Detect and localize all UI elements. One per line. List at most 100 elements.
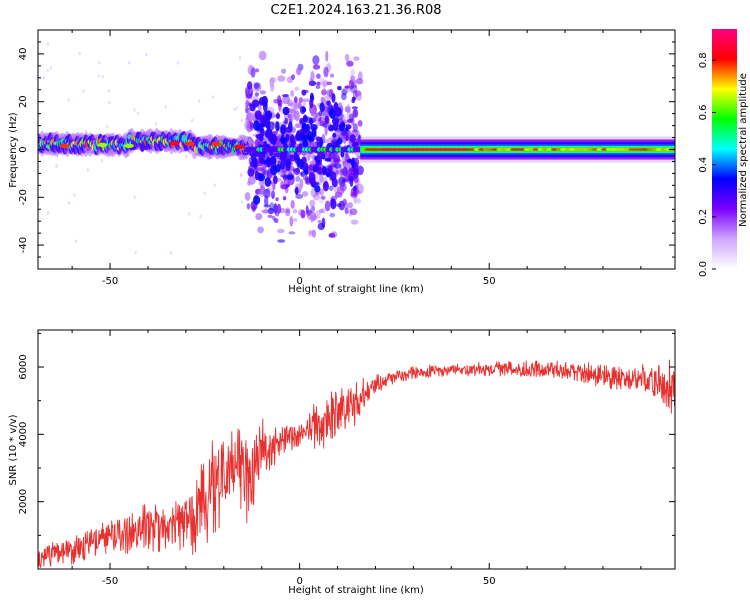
spectrogram-cell [316,81,321,86]
spectrogram-cell [350,68,355,77]
spectrogram-cell [319,188,325,196]
spectrogram-cell [346,60,354,67]
spectrogram-cell [264,208,268,214]
spectrogram-cell [58,133,62,138]
spectrogram-cell [328,124,335,132]
spectrogram-cell [275,113,281,119]
spectrogram-cell [240,118,244,123]
colorbar-tick-label: 0.2 [698,209,709,225]
spectrogram-cell [331,117,340,125]
spectrogram-cell [238,55,242,60]
spectrogram-cell [302,191,309,197]
spectrogram-cell [305,205,309,215]
spectrogram-cell [280,124,286,135]
spectrogram-cell [285,207,291,214]
spectrogram-cell [257,226,264,234]
spectrogram-cell [317,222,325,231]
spectrogram-cell [203,191,206,196]
spectrogram-cell [108,100,111,105]
spectrogram-cell [335,170,340,176]
spectrogram-cell [323,139,330,144]
spectrogram-cell [269,156,277,167]
spectrogram-cell [267,214,273,218]
spectrogram-cell [198,144,201,148]
snr-x-tick-label: 0 [296,576,302,587]
colorbar-gradient [712,29,737,269]
spectrogram-cell [263,168,268,176]
spectrogram-cell [273,152,282,157]
spectrogram-cell [92,140,95,144]
spectrogram-cell [290,90,294,97]
spectrogram-cell [247,127,251,133]
spectrogram-cell [296,67,302,76]
spectrogram-cell [240,173,243,178]
spectrogram-cell [259,90,266,95]
spectrogram-cell [345,135,349,142]
spectrogram-cell [353,185,357,191]
spectrogram-cell [322,82,327,93]
spectrogram-cell [310,214,318,221]
spectrogram-cell [328,233,336,238]
colorbar-tick-label: 0.0 [698,261,709,277]
spectrogram-cell [302,129,310,135]
spectrogram-cell [258,50,267,61]
spectrogram-cell [312,64,321,70]
spectrogram-cell [342,160,347,168]
spectrogram-cell [344,85,350,89]
snr-y-axis-title: SNR (10 * v/v) [8,414,19,485]
spectrogram-cell [322,165,326,176]
spectrogram-cell [260,180,265,191]
spectrogram-cell [339,183,347,192]
spectrogram-cell [302,114,308,123]
spectrogram-cell [300,209,306,219]
spectrogram-cell [245,87,251,97]
spectrogram-cell [105,137,108,141]
spectrogram-cell [302,140,309,148]
spectrogram-cell [282,106,290,116]
spectrogram-cell [330,198,337,210]
spectrogram-cell [353,56,360,61]
spectrogram-cell [314,112,322,122]
spectrogram-cell [282,196,287,201]
spectrogram-cell [133,108,136,112]
spectrogram-cell [279,137,287,143]
spectrogram-cell [293,96,298,103]
spectrogram-cell [276,203,282,214]
snr-y-tick-label: 2000 [18,489,29,514]
spectrogram-cell [49,66,53,70]
spectrogram-cell [275,163,281,173]
spectrogram-cell [349,134,356,143]
spectrogram-cell [47,139,50,143]
spectrogram-cell [184,141,195,146]
spectrogram-cell [271,190,275,200]
spectrogram-cell [233,107,236,112]
spectrogram-cell [264,196,269,207]
spectrogram-cell [351,141,359,148]
spectrogram-cell [324,200,331,212]
spectrogram-cell [264,177,271,187]
spectrogram-cell [254,170,260,181]
spectrogram-cell [319,173,324,183]
spectrogram-cell [295,167,300,174]
spectrogram-cell [318,208,324,214]
spectrogram-cell [312,55,320,65]
spectrogram-cell [264,110,273,121]
spectrogram-plot-area [38,42,675,255]
spectrogram-cell [120,150,124,155]
spectrogram-cell [294,186,299,195]
spectrogram-cell [100,151,104,156]
spectrogram-cell [337,85,342,91]
spectrogram-cell [253,82,260,89]
spectrogram-cell [213,183,216,187]
spectrogram-cell [302,98,311,102]
spectrogram-cell [197,99,201,103]
spectrogram-cell [320,208,326,214]
spectrogram-cell [309,160,315,164]
spectrogram-cell [265,128,273,139]
spectrogram-cell [247,168,255,177]
spectrogram-cell [255,68,260,73]
spectrogram-cell [345,124,352,130]
spectrogram-cell [234,144,244,149]
spectrogram-cell [315,136,322,142]
spectrogram-cell [245,136,253,141]
